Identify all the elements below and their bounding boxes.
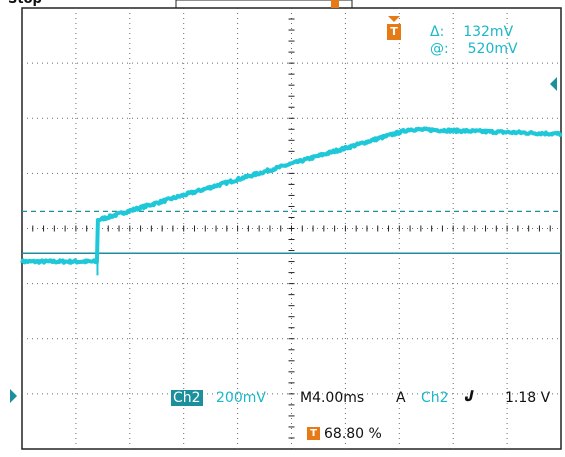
timebase-readout: M4.00ms xyxy=(300,390,365,406)
top-frame-bar xyxy=(175,0,353,9)
waveform-trace xyxy=(20,126,563,276)
trigger-position-icon: T xyxy=(307,427,320,440)
cursor-at-label: @: xyxy=(430,41,449,57)
channel-badge[interactable]: Ch2 xyxy=(171,390,203,406)
acquisition-status: Stop xyxy=(8,0,42,8)
trigger-source: Ch2 xyxy=(421,390,449,406)
trigger-arrow-icon xyxy=(388,16,400,22)
waveform-line xyxy=(20,126,563,265)
trigger-marker-icon: T xyxy=(387,24,401,40)
channel-scale: 200mV xyxy=(216,390,266,406)
left-position-marker-icon xyxy=(10,389,17,403)
reference-lines xyxy=(22,210,561,255)
cursor-delta-readout: Δ: 132mV xyxy=(430,24,513,40)
top-position-marker-icon xyxy=(331,0,339,8)
cursor-delta-value: 132mV xyxy=(463,24,514,40)
trigger-mode: A xyxy=(396,390,406,406)
ground-marker-icon xyxy=(550,77,557,91)
cursor-delta-label: Δ: xyxy=(430,24,445,40)
trigger-level: 1.18 V xyxy=(505,390,551,406)
cursor-at-value: 520mV xyxy=(467,41,518,57)
trigger-position-readout: 68.80 % xyxy=(324,426,382,442)
rising-edge-icon: 𝑱 xyxy=(465,389,474,405)
cursor-at-readout: @: 520mV xyxy=(430,41,518,57)
